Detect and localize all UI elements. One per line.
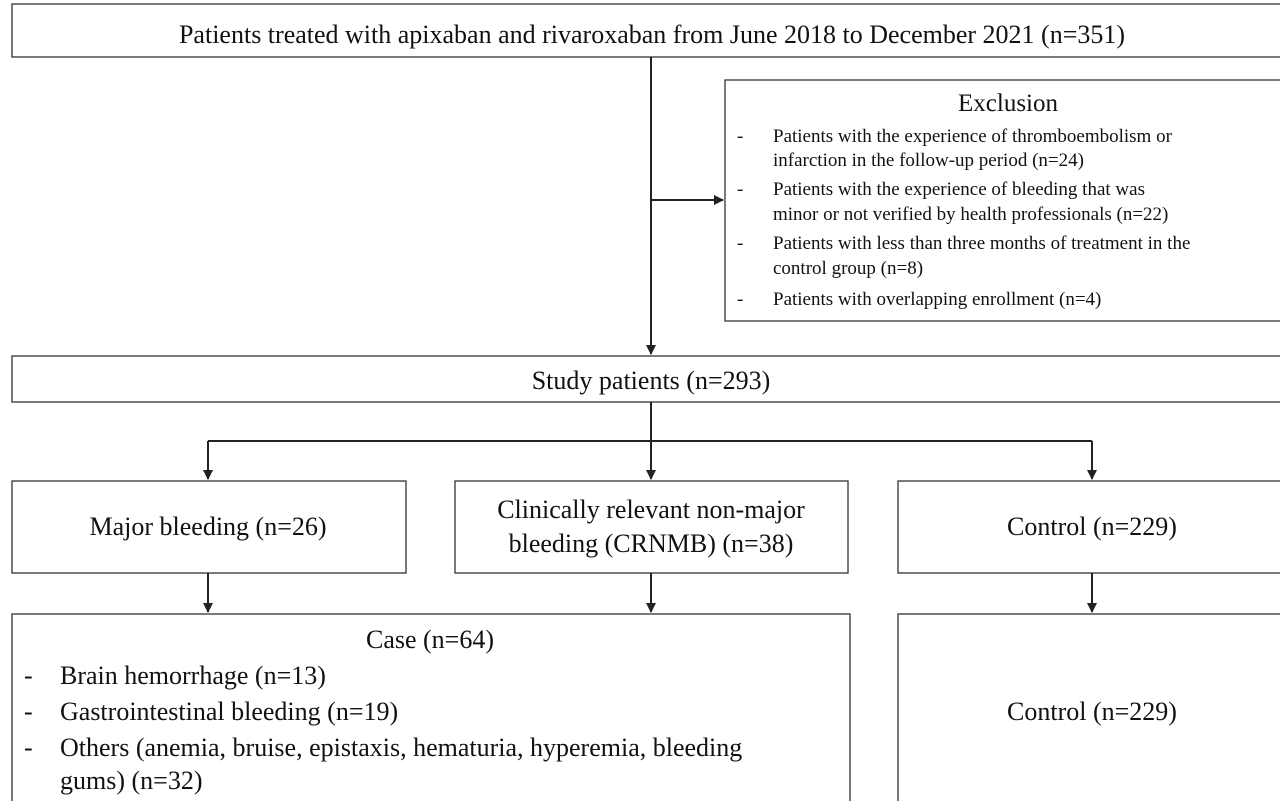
bullet: - [737,232,744,254]
case-item: Brain hemorrhage (n=13) [60,661,326,690]
case-item: gums) (n=32) [60,766,203,795]
group-label: Control (n=229) [1007,512,1177,541]
bullet: - [737,288,744,310]
case-item: Gastrointestinal bleeding (n=19) [60,697,399,726]
case-title: Case (n=64) [365,625,495,654]
control-box [897,480,1280,574]
exclusion-item: Patients with the experience of bleeding… [773,178,1145,200]
study-label: Study patients (n=293) [531,366,771,395]
control-label: Control (n=229) [1007,697,1177,726]
bullet: - [24,661,33,690]
exclusion-item: minor or not verified by health professi… [773,203,1169,225]
exclusion-item: infarction in the follow-up period (n=24… [773,149,1084,171]
exclusion-item: control group (n=8) [773,257,924,279]
group-label: Major bleeding (n=26) [89,512,327,541]
exclusion-item: Patients with overlapping enrollment (n=… [773,288,1102,310]
exclusion-box [724,79,1280,322]
exclusion-title: Exclusion [958,89,1058,117]
bullet: - [737,178,744,200]
exclusion-item: Patients with less than three months of … [773,232,1191,254]
bullet: - [24,697,33,726]
bullet: - [737,125,744,147]
case-box [11,613,851,801]
group-label: Clinically relevant non-major [497,495,805,524]
group-label: bleeding (CRNMB) (n=38) [508,529,794,558]
exclusion-item: Patients with the experience of thromboe… [773,125,1172,147]
case-item: Others (anemia, bruise, epistaxis, hemat… [60,733,743,762]
control-final-box [897,613,1280,801]
bullet: - [24,733,33,762]
top-label: Patients treated with apixaban and rivar… [178,20,1126,49]
